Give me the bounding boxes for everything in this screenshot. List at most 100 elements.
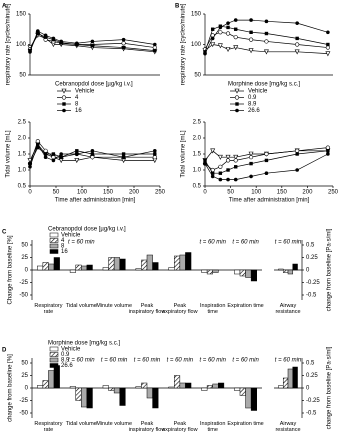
bar (206, 385, 213, 389)
marker (28, 165, 32, 169)
bar (212, 269, 219, 273)
legend-title: Cebranopdol dose [µg/kg i.v.] (55, 82, 133, 88)
legend-label: 4 (61, 238, 65, 244)
category-label-box: Airway resistance (275, 421, 300, 433)
category-label: Inspiration time (200, 421, 226, 433)
legend-marker (235, 102, 239, 106)
y-tick-label: 0.5 (306, 361, 315, 367)
legend-label: Vehicle (61, 347, 81, 353)
y-tick-label: 1.5 (18, 152, 27, 158)
marker (263, 49, 269, 55)
bar (234, 269, 241, 275)
y-tick-label: 50 (19, 73, 26, 79)
x-tick-label: 150 (103, 190, 114, 196)
bar (37, 265, 44, 271)
bar (234, 387, 241, 391)
marker (203, 161, 207, 166)
y-tick-label: 25 (21, 255, 28, 261)
marker (36, 142, 40, 147)
marker (210, 174, 215, 179)
category-label: Peak inspiratory flow (128, 421, 166, 433)
legend-swatch (49, 357, 59, 363)
marker (264, 31, 269, 36)
bar (201, 269, 208, 273)
marker (35, 139, 40, 144)
bar (245, 269, 252, 278)
category-label-box: Expiration time (227, 303, 263, 309)
y-tick-label: 150 (191, 12, 202, 18)
legend-swatch (49, 238, 59, 243)
x-tick-label: 250 (328, 190, 338, 196)
marker (203, 51, 207, 56)
legend-label: 26.6 (61, 363, 73, 369)
marker (294, 49, 300, 55)
legend-swatch (49, 243, 59, 249)
legend-swatch (49, 352, 59, 357)
category-label: Respiratory rate (34, 303, 63, 315)
marker (36, 31, 40, 36)
y-tick-label: -0.5 (306, 293, 317, 299)
bar (292, 366, 298, 389)
category-label-box: Respiratory rate (34, 303, 63, 315)
marker (43, 35, 48, 39)
bar (168, 267, 175, 271)
marker (153, 42, 157, 47)
bar (287, 269, 294, 275)
panel-label: A (2, 4, 7, 10)
marker (225, 47, 231, 53)
bar (174, 255, 181, 271)
marker (210, 148, 216, 154)
y-tick-label: 0 (25, 386, 29, 392)
marker (226, 168, 230, 172)
marker (121, 37, 126, 42)
marker (326, 152, 330, 156)
bar (119, 258, 126, 271)
category-label-box: Inspiration time (200, 421, 226, 433)
marker (153, 149, 157, 153)
annotation: t = 60 min (232, 240, 259, 246)
x-tick-label: 50 (53, 190, 60, 196)
marker (226, 21, 230, 25)
bar (146, 387, 153, 399)
bar (81, 265, 88, 271)
bar (250, 387, 257, 411)
marker (74, 158, 80, 164)
category-label-box: Tidal volume (66, 421, 97, 427)
category-label-box: Peak inspiratory flow (128, 303, 166, 315)
marker (295, 168, 299, 172)
category-label-box: Peak expiratory flow (162, 303, 197, 315)
bar (282, 377, 289, 389)
legend-label: 8 (61, 244, 65, 250)
category-label: Peak expiratory flow (162, 421, 198, 433)
marker (51, 155, 56, 160)
bar (292, 263, 298, 271)
marker (249, 30, 253, 34)
y-tick-label: -0.25 (306, 398, 320, 404)
marker (43, 152, 48, 156)
y-tick-label: 1.0 (18, 168, 27, 174)
bar (102, 267, 109, 271)
marker (153, 152, 157, 156)
y-axis-label: Tidal volume [mL] (6, 130, 12, 177)
marker (233, 18, 238, 22)
x-tick-label: 100 (251, 190, 262, 196)
x-axis-label: Time after administration [min] (55, 198, 136, 204)
bar (146, 254, 153, 271)
marker (210, 42, 216, 48)
marker (51, 36, 56, 41)
bar (245, 387, 252, 409)
x-tick-label: 0 (203, 190, 207, 196)
annotation: t = 60 min (275, 358, 302, 364)
y-tick-label: 2.5 (18, 120, 27, 126)
marker (225, 158, 231, 163)
marker (295, 148, 300, 153)
category-label: Peak inspiratory flow (128, 303, 166, 315)
marker (153, 48, 157, 53)
marker (325, 45, 330, 50)
bar (152, 262, 159, 271)
marker (226, 177, 230, 182)
category-label: Inspiration time (200, 303, 226, 315)
legend-marker (234, 88, 240, 94)
bar (48, 263, 55, 271)
marker (233, 45, 239, 51)
